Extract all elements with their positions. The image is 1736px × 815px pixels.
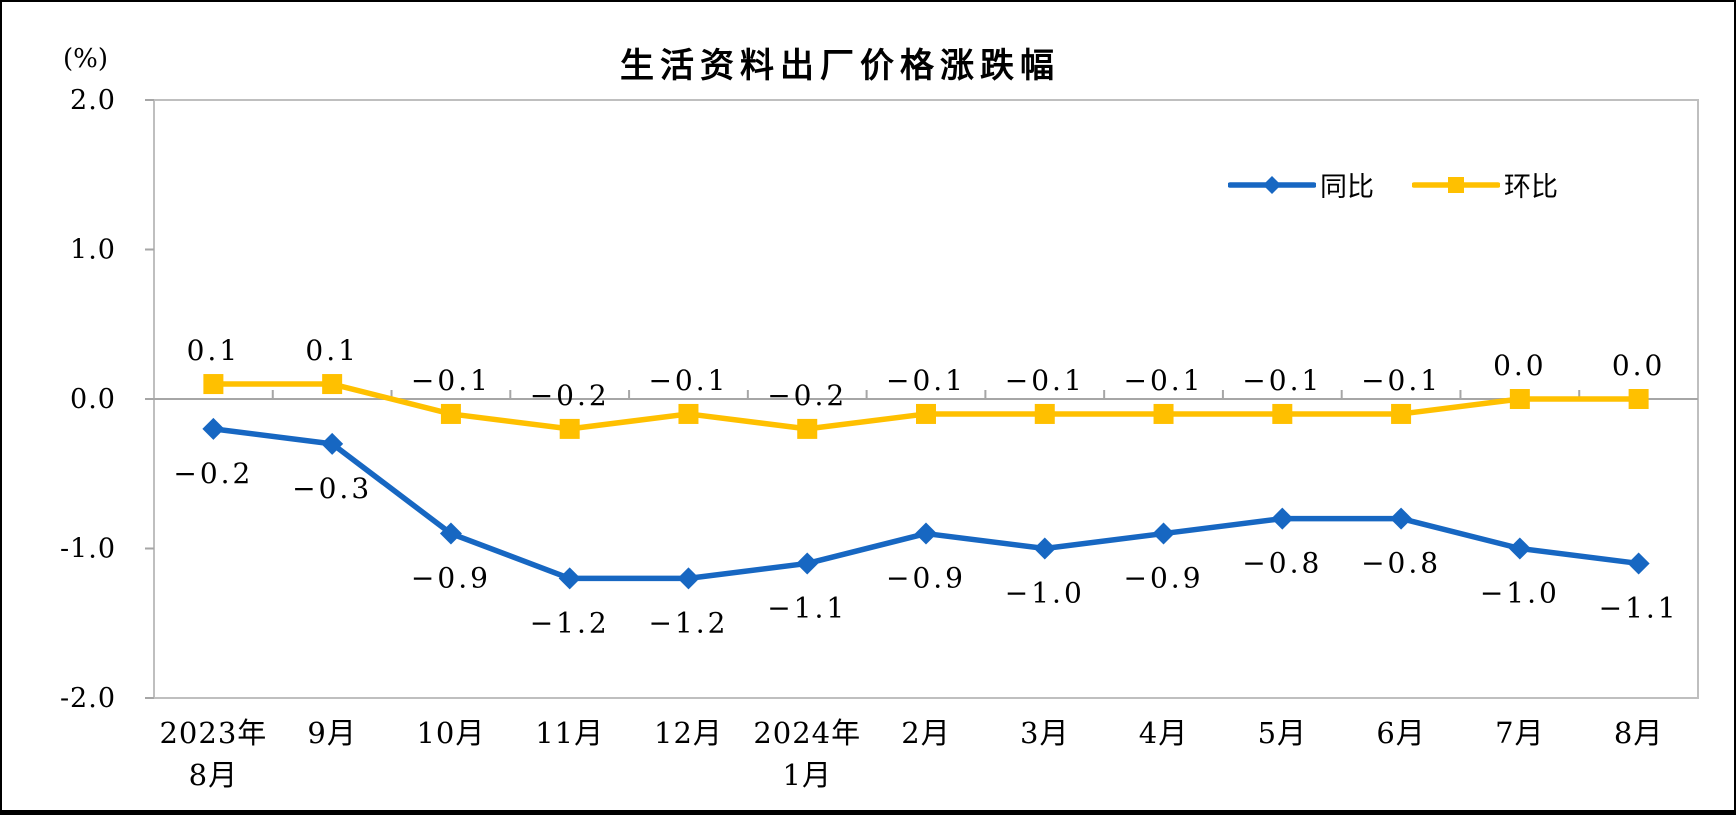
data-label-yoy: −0.9 [886, 562, 966, 595]
y-tick-label: 1.0 [70, 235, 116, 266]
data-label-yoy: −0.9 [411, 562, 491, 595]
data-marker-yoy [1271, 507, 1294, 530]
legend: 同比 环比 [1228, 165, 1558, 204]
x-tick-label: 7月 [1495, 716, 1544, 750]
x-tick-label: 8月 [1614, 716, 1663, 750]
legend-item-yoy: 同比 [1228, 165, 1374, 204]
data-label-yoy: −0.8 [1361, 547, 1441, 580]
data-label-yoy: −1.0 [1480, 577, 1560, 610]
y-tick-label: 0.0 [70, 384, 116, 415]
y-tick-label: -2.0 [60, 683, 116, 714]
data-label-mom: −0.1 [886, 364, 966, 397]
data-marker-yoy [1390, 507, 1413, 530]
data-label-yoy: −0.8 [1242, 547, 1322, 580]
data-label-mom: −0.2 [767, 379, 847, 412]
data-label-yoy: −0.3 [292, 472, 372, 505]
data-marker-mom [1034, 403, 1055, 424]
x-tick-label: 12月 [654, 716, 723, 750]
legend-item-mom: 环比 [1412, 165, 1558, 204]
x-tick-label: 2月 [901, 716, 950, 750]
data-marker-yoy [915, 522, 937, 545]
x-tick-label: 2024年 [753, 716, 861, 750]
legend-label-yoy: 同比 [1320, 172, 1374, 203]
data-label-mom: −0.1 [1242, 364, 1322, 397]
data-label-mom: 0.0 [1612, 349, 1666, 382]
data-label-mom: 0.1 [187, 334, 241, 367]
data-label-mom: −0.1 [648, 364, 728, 397]
data-marker-mom [1628, 389, 1649, 409]
x-tick-label: 10月 [416, 716, 485, 750]
x-tick-label: 1月 [783, 758, 832, 792]
data-marker-mom [440, 403, 461, 424]
data-marker-yoy [321, 432, 344, 455]
chart-title: 生活资料出厂价格涨跌幅 [620, 47, 1060, 85]
data-marker-yoy [202, 417, 225, 440]
x-tick-label: 11月 [535, 716, 604, 750]
x-tick-label: 5月 [1258, 716, 1307, 750]
mom-line-marker-icon [1412, 176, 1500, 193]
data-marker-yoy [1627, 552, 1650, 575]
data-label-yoy: −1.0 [1005, 577, 1085, 610]
x-tick-label: 9月 [307, 716, 356, 750]
data-marker-mom [1272, 403, 1293, 424]
data-label-yoy: −1.2 [530, 606, 610, 639]
x-tick-label: 3月 [1020, 716, 1069, 750]
data-label-mom: −0.1 [1124, 364, 1204, 397]
yoy-line-marker-icon [1228, 175, 1316, 194]
x-tick-label: 8月 [189, 758, 238, 792]
data-marker-yoy [1033, 537, 1056, 560]
data-label-yoy: −1.1 [1599, 591, 1679, 624]
data-label-mom: −0.2 [530, 379, 610, 412]
data-marker-mom [916, 403, 936, 424]
data-label-yoy: −1.2 [648, 606, 728, 639]
data-label-yoy: −1.1 [767, 591, 847, 624]
y-tick-label: -1.0 [60, 534, 116, 565]
x-tick-label: 6月 [1376, 716, 1425, 750]
data-marker-mom [797, 418, 818, 439]
data-marker-mom [1391, 403, 1412, 424]
legend-marker [1263, 175, 1281, 194]
y-tick-label: 2.0 [70, 85, 116, 116]
data-label-mom: 0.1 [305, 334, 359, 367]
y-axis-unit-label: (%) [63, 44, 108, 74]
data-marker-mom [559, 418, 580, 439]
data-label-mom: −0.1 [411, 364, 491, 397]
data-marker-yoy [558, 567, 581, 590]
data-marker-yoy [1508, 537, 1531, 560]
data-marker-mom [1509, 389, 1530, 409]
data-marker-mom [1153, 403, 1174, 424]
data-label-yoy: −0.2 [173, 457, 253, 490]
legend-marker [1448, 176, 1464, 193]
x-tick-label: 4月 [1139, 716, 1188, 750]
data-marker-yoy [1152, 522, 1175, 545]
data-label-yoy: −0.9 [1124, 562, 1204, 595]
data-marker-mom [203, 374, 224, 395]
data-marker-mom [678, 403, 699, 424]
data-label-mom: 0.0 [1493, 349, 1547, 382]
data-marker-mom [322, 374, 343, 395]
x-tick-label: 2023年 [159, 716, 267, 750]
data-label-mom: −0.1 [1361, 364, 1441, 397]
data-marker-yoy [677, 567, 700, 590]
data-marker-yoy [439, 522, 462, 545]
data-label-mom: −0.1 [1005, 364, 1085, 397]
legend-label-mom: 环比 [1504, 172, 1558, 203]
data-marker-yoy [796, 552, 819, 575]
